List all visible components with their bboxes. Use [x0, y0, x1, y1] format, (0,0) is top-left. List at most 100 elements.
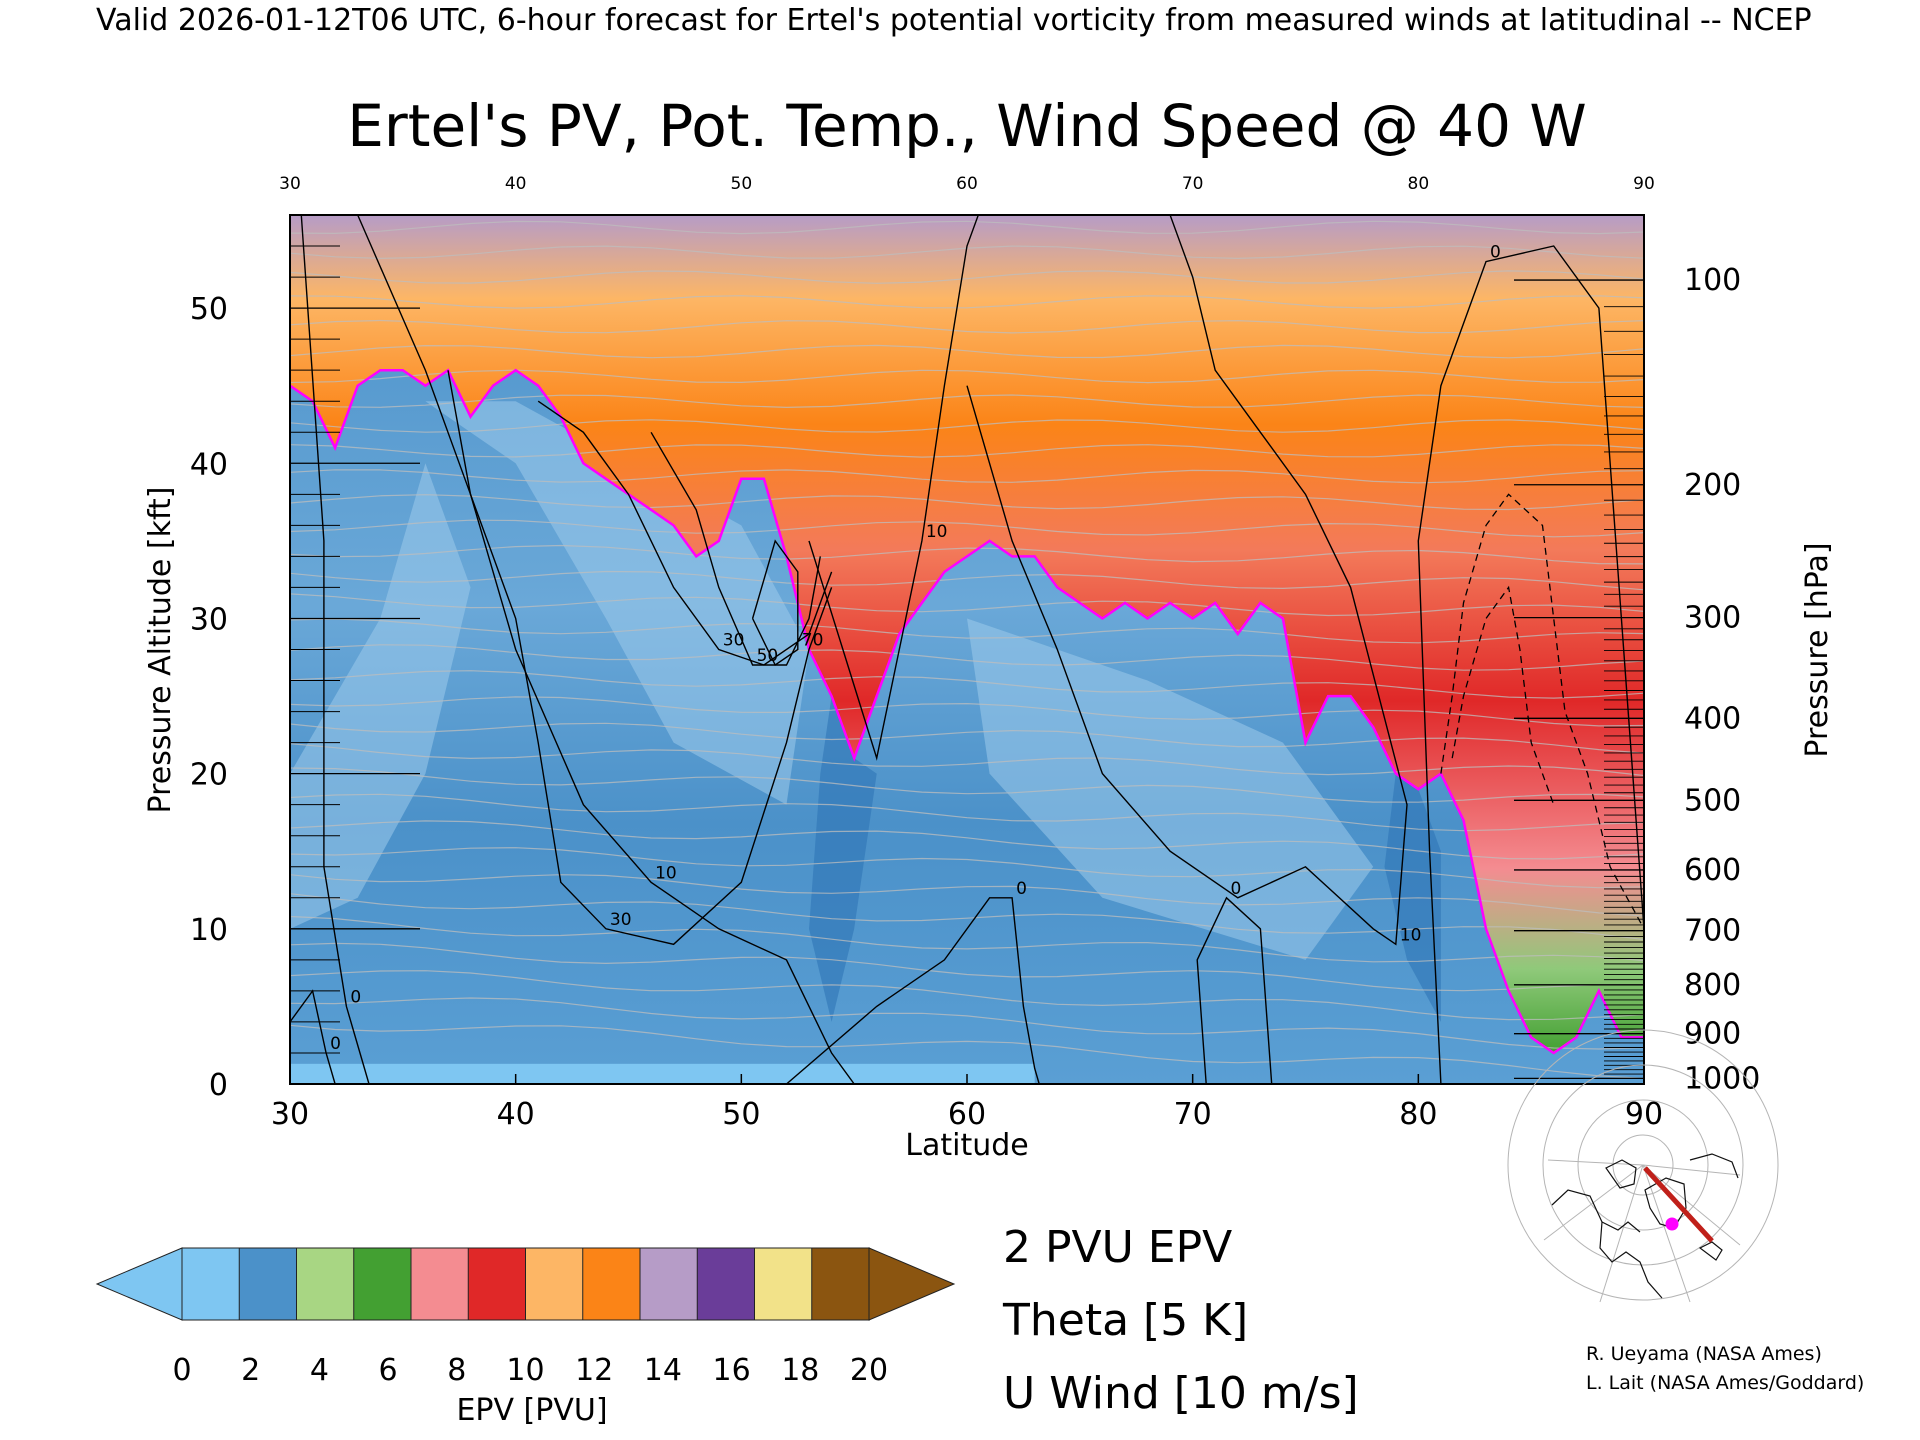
map-graticule [1507, 1029, 1779, 1303]
colorbar-swatch [410, 1247, 470, 1321]
colorbar-tick-label: 8 [447, 1353, 466, 1388]
colorbar-low-arrow [95, 1247, 183, 1321]
u-wind-contour [1196, 896, 1273, 1084]
pressure-tick-label: 1000 [1684, 1061, 1760, 1096]
u-wind-contour-label: 0 [1231, 879, 1242, 899]
colorbar-swatch [811, 1247, 870, 1321]
x-tick-label-top: 30 [279, 174, 301, 194]
colorbar-tick-label: 10 [506, 1353, 544, 1388]
theta-contour [290, 319, 1644, 334]
y-axis-label-left: Pressure Altitude [kft] [143, 487, 178, 814]
colorbar-swatch [582, 1247, 641, 1321]
credit-line-2: L. Lait (NASA Ames/Goddard) [1586, 1372, 1864, 1394]
theta-contour [290, 743, 1644, 777]
colorbar-label: EPV [PVU] [456, 1393, 607, 1428]
pressure-tick-label: 900 [1684, 1017, 1741, 1052]
colorbar-tick-label: 12 [575, 1353, 613, 1388]
x-tick-label-top: 50 [731, 174, 753, 194]
colorbar-swatch [696, 1247, 756, 1321]
colorbar-tick-label: 0 [172, 1353, 191, 1388]
u-wind-contour-label: 0 [330, 1034, 341, 1054]
colorbar-tick-label: 18 [781, 1353, 819, 1388]
colorbar-swatch [296, 1247, 355, 1321]
pressure-tick-label: 700 [1684, 914, 1741, 949]
theta-contour [290, 670, 1644, 699]
theta-contour [290, 494, 1644, 511]
u-wind-contour [966, 215, 1408, 946]
map-coastlines [1551, 1153, 1739, 1299]
colorbar-tick-label: 14 [644, 1353, 682, 1388]
u-wind-contour-label: 10 [926, 522, 948, 542]
y-axis-label-right: Pressure [hPa] [1800, 542, 1835, 757]
legend-uwind: U Wind [10 m/s] [1003, 1368, 1359, 1419]
colorbar-swatch [238, 1247, 298, 1321]
colorbar-tick-label: 2 [241, 1353, 260, 1388]
legend-pv2: 2 PVU EPV [1003, 1222, 1232, 1273]
y-tick-label: 0 [209, 1068, 228, 1103]
x-tick-label-top: 70 [1182, 174, 1204, 194]
u-wind-contour [808, 215, 979, 761]
u-wind-contour [786, 897, 1040, 1084]
theta-contour [290, 942, 1644, 992]
theta-contour [290, 1024, 1644, 1079]
x-tick-label-top: 60 [956, 174, 978, 194]
colorbar-swatch [467, 1247, 527, 1321]
u-wind-contour-label: 10 [655, 863, 677, 883]
theta-contour [290, 820, 1644, 860]
colorbar-tick-label: 20 [850, 1353, 888, 1388]
y-tick-label: 20 [190, 758, 228, 793]
colorbar-tick-label: 16 [713, 1353, 751, 1388]
pressure-tick-label: 500 [1684, 783, 1741, 818]
u-wind-contour [537, 400, 833, 666]
pv-low-patch [967, 618, 1374, 960]
theta-contour [290, 220, 1644, 235]
y-tick-label: 10 [190, 913, 228, 948]
location-map-inset [1507, 1029, 1779, 1303]
u-wind-contour-label: 30 [610, 910, 632, 930]
theta-contour [290, 767, 1644, 803]
x-tick-label: 30 [271, 1097, 309, 1132]
u-wind-contour [751, 539, 799, 667]
valid-line: Valid 2026-01-12T06 UTC, 6-hour forecast… [96, 3, 1812, 38]
pressure-tick-label: 200 [1684, 468, 1741, 503]
theta-contour [290, 196, 1644, 208]
colorbar-swatch [181, 1247, 241, 1321]
theta-contour [290, 893, 1644, 941]
u-wind-contour-label: 10 [1400, 925, 1422, 945]
y-tick-label: 30 [190, 602, 228, 637]
x-axis-label: Latitude [905, 1128, 1028, 1163]
x-tick-label: 40 [497, 1097, 535, 1132]
pressure-tick-label: 100 [1684, 263, 1741, 298]
easterly-contour [1451, 585, 1555, 805]
x-tick-label-top: 90 [1633, 174, 1655, 194]
colorbar-swatch [353, 1247, 412, 1321]
cross-section-path [1643, 1166, 1714, 1243]
colorbar-swatch [525, 1247, 584, 1321]
x-tick-label: 80 [1399, 1097, 1437, 1132]
theta-contour [290, 997, 1644, 1050]
y-tick-label: 50 [190, 292, 228, 327]
x-tick-label: 70 [1174, 1097, 1212, 1132]
theta-contour [290, 722, 1644, 754]
theta-contour [290, 570, 1644, 591]
theta-contour [290, 618, 1644, 644]
colorbar: 0 2 4 6 8 10 12 14 16 18 20 [95, 1247, 956, 1388]
theta-contour [290, 970, 1644, 1021]
u-wind-contour [650, 431, 821, 666]
pressure-tick-label: 800 [1684, 968, 1741, 1003]
x-tick-label: 50 [722, 1097, 760, 1132]
u-wind-contour [357, 215, 855, 1084]
credit-line-1: R. Ueyama (NASA Ames) [1586, 1343, 1822, 1365]
u-wind-contour-label: 0 [1490, 243, 1501, 263]
colorbar-swatch [754, 1247, 813, 1321]
theta-contour [290, 874, 1644, 917]
u-wind-contour-label: 0 [1016, 879, 1027, 899]
colorbar-high-arrow [868, 1247, 956, 1321]
x-tick-label-top: 40 [505, 174, 527, 194]
x-tick-label-top: 80 [1408, 174, 1430, 194]
theta-contour [290, 344, 1644, 359]
theta-contour [290, 469, 1644, 484]
